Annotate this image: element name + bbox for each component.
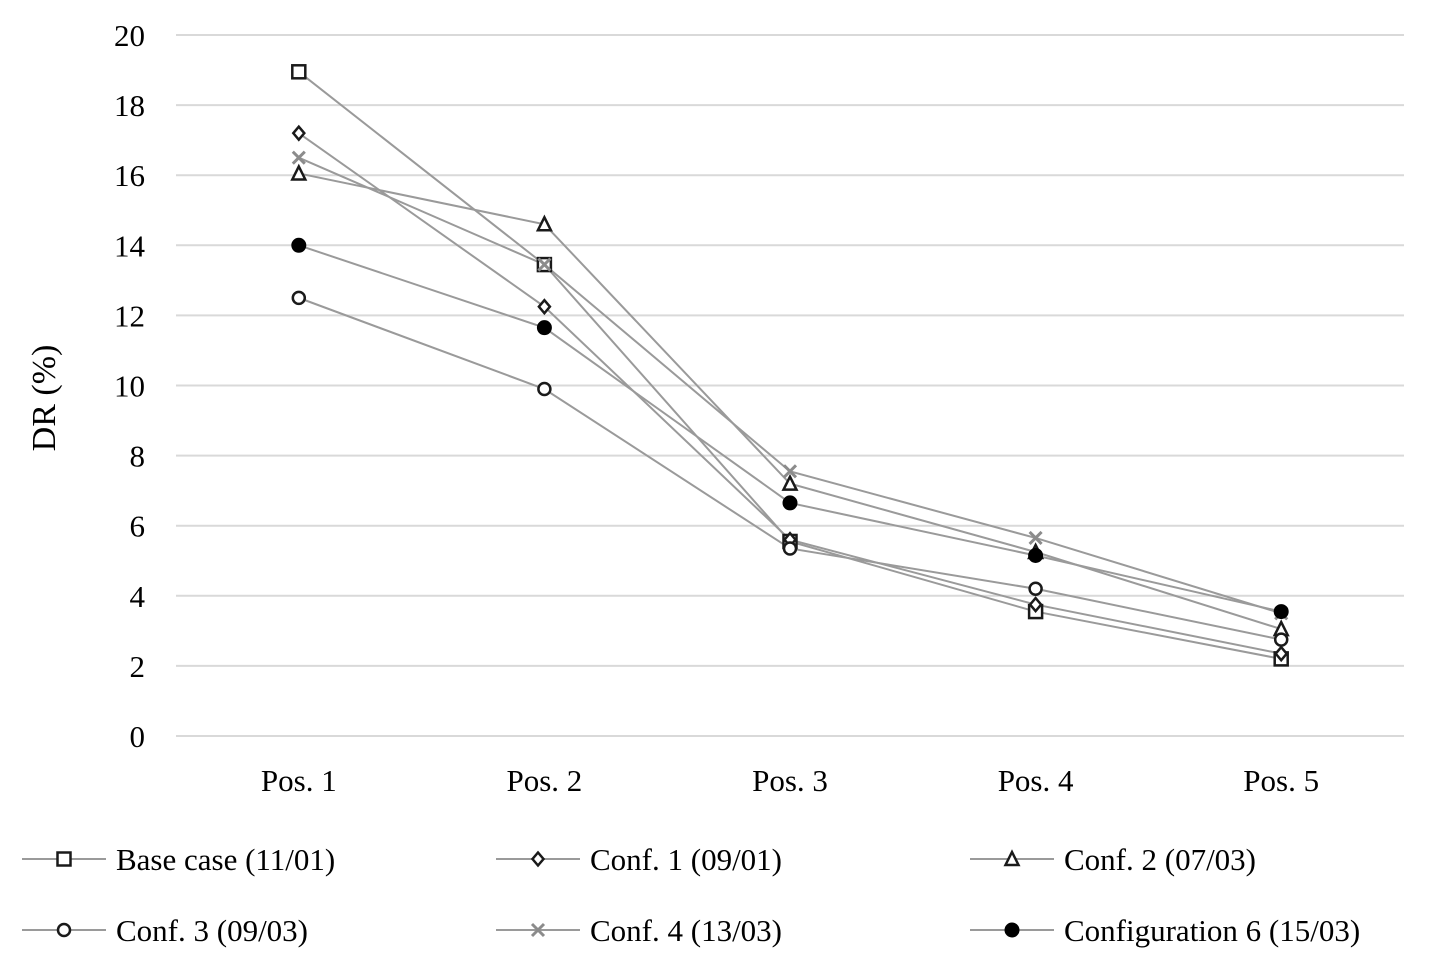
legend-marker bbox=[530, 922, 546, 938]
y-tick-label: 6 bbox=[130, 509, 146, 544]
y-tick-label: 16 bbox=[114, 158, 145, 193]
y-tick-label: 4 bbox=[130, 579, 146, 614]
legend-label: Configuration 6 (15/03) bbox=[1064, 913, 1360, 948]
legend-marker bbox=[530, 850, 546, 868]
y-tick-label: 2 bbox=[130, 649, 146, 684]
data-point bbox=[537, 257, 552, 272]
series-group bbox=[298, 172, 1282, 631]
x-tick-label: Pos. 5 bbox=[1243, 763, 1319, 798]
data-point bbox=[1028, 530, 1043, 546]
series-points bbox=[290, 163, 1290, 637]
legend-entry: Base case (11/01) bbox=[22, 842, 335, 877]
series-line bbox=[298, 244, 1282, 613]
legend-label: Conf. 2 (07/03) bbox=[1064, 842, 1256, 877]
y-tick-label: 20 bbox=[114, 18, 145, 53]
series-group bbox=[298, 296, 1282, 641]
series bbox=[290, 64, 1290, 667]
data-point bbox=[290, 163, 308, 181]
series-line bbox=[298, 296, 1282, 641]
legend-label: Base case (11/01) bbox=[116, 842, 335, 877]
legend-marker bbox=[1003, 849, 1021, 867]
data-point bbox=[1273, 604, 1289, 620]
data-point bbox=[291, 290, 307, 306]
data-point bbox=[781, 473, 799, 491]
series-points bbox=[291, 290, 1289, 647]
data-point bbox=[291, 124, 306, 142]
legend-entry: Conf. 4 (13/03) bbox=[496, 913, 782, 948]
data-point bbox=[1273, 632, 1289, 647]
data-point bbox=[782, 464, 798, 479]
x-tick-label: Pos. 3 bbox=[752, 763, 828, 798]
series-points bbox=[291, 237, 1289, 620]
y-tick-label: 18 bbox=[114, 88, 145, 123]
data-point bbox=[1274, 645, 1289, 663]
legend-label: Conf. 4 (13/03) bbox=[590, 913, 782, 948]
legend-marker bbox=[56, 922, 72, 938]
data-point bbox=[291, 64, 307, 80]
data-point bbox=[291, 237, 307, 253]
data-point bbox=[782, 541, 798, 556]
legend-marker bbox=[56, 851, 72, 867]
data-point bbox=[536, 320, 552, 336]
legend-entry: Configuration 6 (15/03) bbox=[970, 913, 1360, 948]
gridlines bbox=[176, 34, 1404, 737]
series-points bbox=[291, 124, 1289, 663]
legend-entry: Conf. 3 (09/03) bbox=[22, 913, 308, 948]
y-tick-label: 12 bbox=[114, 298, 145, 333]
series-points bbox=[291, 64, 1289, 667]
data-point bbox=[1028, 596, 1043, 613]
y-tick-label: 8 bbox=[130, 439, 146, 474]
y-tick-label: 10 bbox=[114, 369, 145, 404]
legend-entry: Conf. 1 (09/01) bbox=[496, 842, 782, 877]
x-tick-label: Pos. 1 bbox=[261, 763, 337, 798]
legend-entry: Conf. 2 (07/03) bbox=[970, 842, 1256, 877]
series-group bbox=[298, 244, 1282, 613]
series-group bbox=[298, 71, 1282, 660]
y-axis-ticks: 0 2 4 6 8 10 12 14 16 18 20 bbox=[114, 18, 146, 754]
legend-label: Conf. 3 (09/03) bbox=[116, 913, 308, 948]
series-line bbox=[298, 71, 1282, 660]
series-line bbox=[298, 132, 1282, 655]
y-axis-label: DR (%) bbox=[26, 345, 63, 452]
data-point bbox=[537, 298, 552, 316]
legend-marker bbox=[1004, 922, 1020, 938]
data-point bbox=[782, 495, 798, 511]
legend: Base case (11/01) Conf. 1 (09/01) Conf. 2 … bbox=[22, 842, 1360, 948]
data-point bbox=[1028, 547, 1044, 563]
series-group bbox=[298, 132, 1282, 655]
data-point bbox=[1028, 581, 1043, 597]
x-tick-label: Pos. 4 bbox=[998, 763, 1074, 798]
series-line bbox=[298, 172, 1282, 631]
data-point bbox=[535, 214, 553, 232]
y-tick-label: 0 bbox=[130, 719, 146, 754]
y-tick-label: 14 bbox=[114, 228, 146, 263]
x-axis-ticks: Pos. 1 Pos. 2 Pos. 3 Pos. 4 Pos. 5 bbox=[261, 763, 1319, 798]
data-point bbox=[537, 381, 552, 397]
legend-label: Conf. 1 (09/01) bbox=[590, 842, 782, 877]
x-tick-label: Pos. 2 bbox=[506, 763, 582, 798]
data-point bbox=[291, 150, 306, 165]
